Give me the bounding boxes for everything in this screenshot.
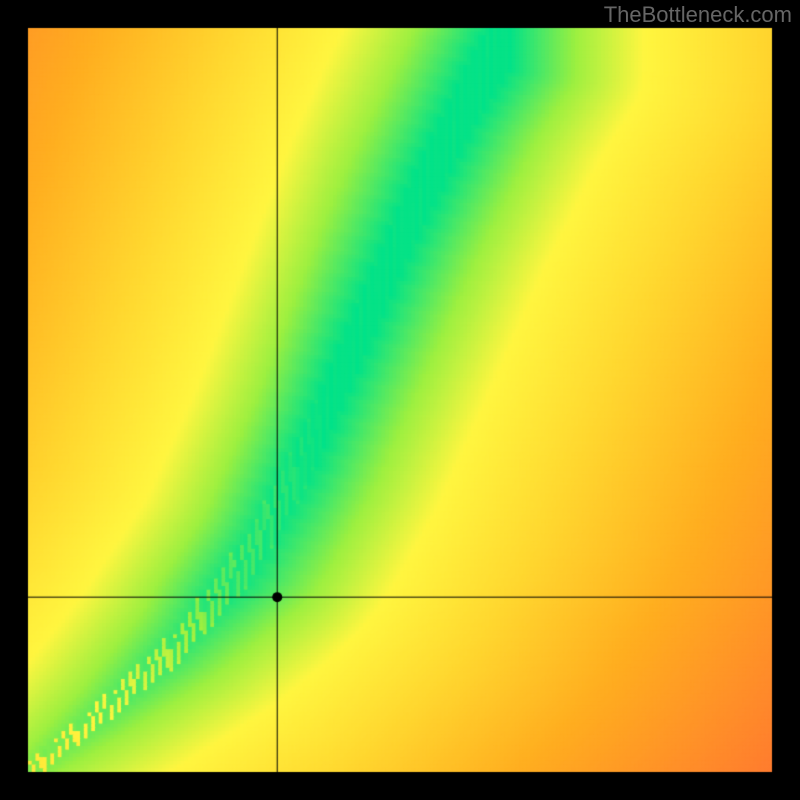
watermark-text: TheBottleneck.com (604, 2, 792, 28)
heatmap-canvas (0, 0, 800, 800)
bottleneck-heatmap (0, 0, 800, 800)
